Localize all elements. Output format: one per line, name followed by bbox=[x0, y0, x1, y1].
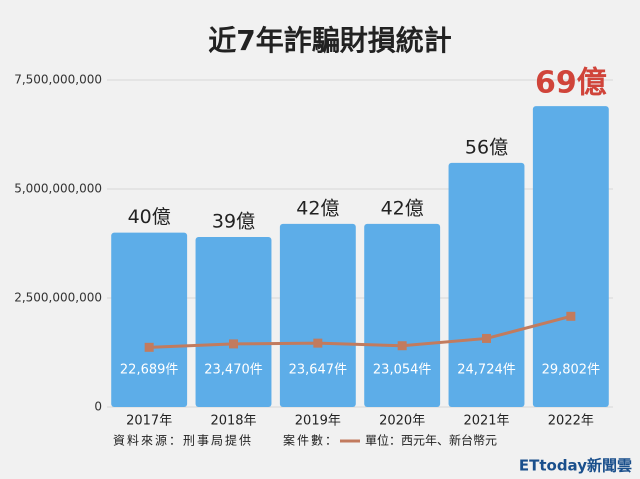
bar-value-label: 40億 bbox=[128, 206, 171, 228]
bar bbox=[111, 232, 188, 407]
line-marker bbox=[566, 311, 576, 321]
y-tick-label: 0 bbox=[94, 400, 102, 414]
line-value-label: 23,647件 bbox=[289, 363, 348, 378]
line-value-label: 23,470件 bbox=[204, 363, 263, 378]
line-marker bbox=[482, 333, 491, 343]
bar-value-label: 42億 bbox=[296, 197, 339, 219]
bar-value-label: 69億 bbox=[535, 66, 607, 101]
bar bbox=[195, 236, 272, 407]
y-tick-label: 7,500,000,000 bbox=[14, 73, 102, 87]
unit-note: 單位：西元年、新台幣元 bbox=[365, 433, 497, 448]
x-tick-label: 2020年 bbox=[379, 414, 425, 429]
source: 資料來源：刑事局提供 bbox=[113, 433, 253, 448]
bar-value-label: 42億 bbox=[381, 197, 424, 219]
line-value-label: 24,724件 bbox=[457, 363, 516, 378]
x-tick-label: 2017年 bbox=[126, 414, 172, 429]
line-value-label: 23,054件 bbox=[373, 363, 432, 378]
x-tick-label: 2019年 bbox=[295, 414, 341, 429]
legend-label: 案件數： bbox=[283, 433, 339, 448]
line-marker bbox=[144, 342, 154, 352]
x-tick-label: 2021年 bbox=[463, 414, 509, 429]
line-marker bbox=[229, 339, 238, 349]
chart-title: 近7年詐騙財損統計 bbox=[208, 24, 451, 57]
bar-value-label: 39億 bbox=[212, 210, 255, 232]
line-marker bbox=[313, 338, 323, 348]
line bbox=[149, 314, 572, 349]
logo: ETtoday新聞雲 bbox=[519, 457, 632, 475]
x-tick-label: 2018年 bbox=[210, 414, 256, 429]
line-value-label: 29,802件 bbox=[542, 363, 601, 378]
bar-value-label: 56億 bbox=[465, 136, 508, 158]
y-tick-label: 5,000,000,000 bbox=[14, 182, 102, 196]
y-tick-label: 2,500,000,000 bbox=[14, 291, 102, 305]
bar bbox=[448, 162, 525, 407]
line-marker bbox=[397, 341, 407, 351]
bar bbox=[279, 223, 356, 407]
line-value-label: 22,689件 bbox=[120, 363, 179, 378]
bar bbox=[364, 223, 441, 407]
x-tick-label: 2022年 bbox=[548, 414, 594, 429]
bar bbox=[532, 106, 609, 407]
